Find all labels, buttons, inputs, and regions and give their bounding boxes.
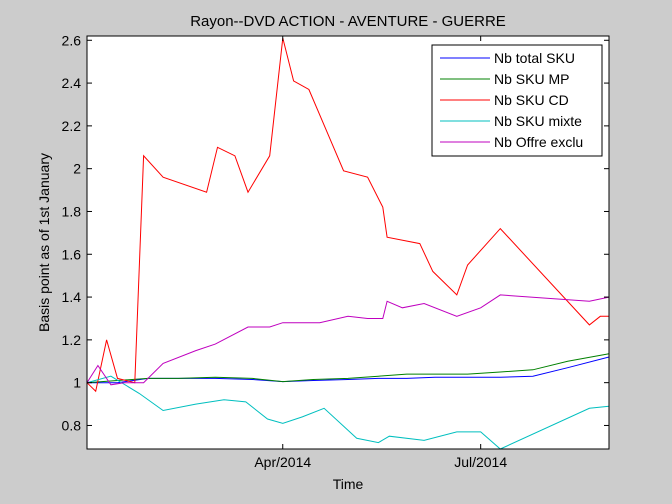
series-line-5: [86, 294, 610, 386]
ticks-layer: 0.8 1 1.2 1.4 1.6 1.8 2 2.2 2.4 2.6 Apr/2014 Jul/20…: [62, 32, 609, 470]
y-tick-label: 2.6: [62, 32, 82, 48]
y-tick-label: 1: [73, 375, 81, 391]
y-axis-label: Basis point as of 1st January: [36, 153, 52, 332]
chart-title: Rayon--DVD ACTION - AVENTURE - GUERRE: [190, 13, 506, 30]
y-tick-label: 2: [73, 161, 81, 177]
y-tick-label: 2.4: [62, 75, 82, 91]
legend-entry: Nb total SKU: [494, 50, 575, 66]
legend-entry: Nb SKU MP: [494, 71, 569, 87]
legend-entry: Nb SKU mixte: [494, 113, 582, 129]
y-tick-label: 2.2: [62, 118, 82, 134]
x-tick-label: Apr/2014: [254, 454, 311, 470]
x-axis-label: Time: [333, 476, 364, 492]
y-tick-label: 1.6: [62, 246, 82, 262]
series-layer: [86, 37, 610, 450]
y-tick-label: 1.8: [62, 203, 82, 219]
y-tick-label: 0.8: [62, 417, 82, 433]
x-tick-label: Jul/2014: [454, 454, 507, 470]
y-tick-label: 1.2: [62, 332, 82, 348]
legend-entry: Nb Offre exclu: [494, 134, 583, 150]
legend: Nb total SKU Nb SKU MP Nb SKU CD Nb SKU mix…: [431, 44, 603, 157]
plot-frame: [86, 35, 610, 450]
series-line-2: [86, 353, 610, 384]
y-tick-label: 1.4: [62, 289, 82, 305]
legend-entry: Nb SKU CD: [494, 92, 569, 108]
series-line-4: [86, 375, 610, 450]
series-line-3: [86, 37, 609, 393]
